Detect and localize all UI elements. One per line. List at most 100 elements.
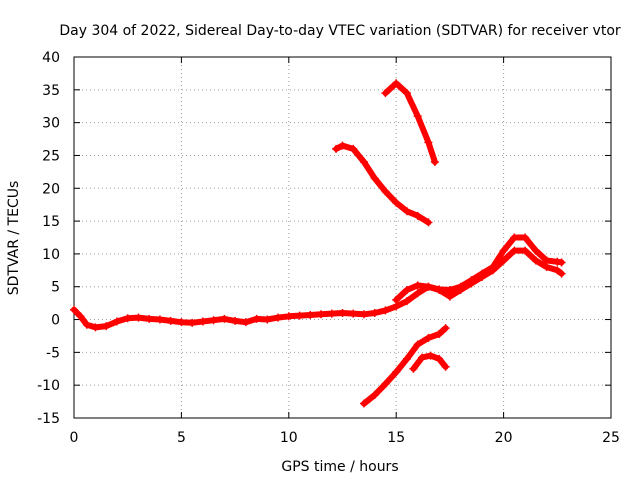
y-tick-label: -10 bbox=[37, 378, 60, 394]
y-tick-labels: -15 -10 -5 0 5 10 15 20 25 30 35 40 bbox=[37, 50, 60, 427]
y-tick-label: 40 bbox=[42, 50, 60, 66]
data-point bbox=[521, 233, 530, 242]
data-point bbox=[123, 314, 132, 323]
data-point bbox=[359, 158, 368, 167]
series-dip-long bbox=[361, 325, 449, 407]
data-point bbox=[426, 351, 435, 360]
data-point bbox=[263, 315, 272, 324]
x-tick-label: 0 bbox=[70, 430, 79, 446]
x-tick-label: 20 bbox=[495, 430, 513, 446]
x-tick-label: 15 bbox=[387, 430, 405, 446]
series-arc-upper bbox=[382, 80, 438, 165]
plot-frame bbox=[73, 56, 612, 419]
data-point bbox=[338, 141, 347, 150]
data-point bbox=[209, 316, 218, 325]
data-point bbox=[392, 79, 401, 88]
x-tick-label: 25 bbox=[602, 430, 620, 446]
data-point bbox=[402, 297, 411, 306]
y-tick-label: 30 bbox=[42, 116, 60, 132]
data-point bbox=[306, 310, 315, 319]
y-tick-label: 15 bbox=[42, 214, 60, 230]
data-point bbox=[177, 318, 186, 327]
data-point bbox=[155, 315, 164, 324]
data-point bbox=[392, 295, 401, 304]
data-point bbox=[392, 368, 401, 377]
grid bbox=[74, 57, 611, 418]
data-point bbox=[402, 354, 411, 363]
data-point bbox=[349, 309, 358, 318]
data-point bbox=[349, 144, 358, 153]
y-tick-label: 0 bbox=[51, 313, 60, 329]
data-point bbox=[381, 379, 390, 388]
x-tick-label: 5 bbox=[177, 430, 186, 446]
data-point bbox=[467, 276, 476, 285]
data-point bbox=[413, 211, 422, 220]
data-point bbox=[327, 309, 336, 318]
data-point bbox=[70, 305, 78, 314]
x-tick-label: 10 bbox=[280, 430, 298, 446]
data-point bbox=[82, 320, 91, 329]
data-point bbox=[441, 324, 450, 333]
data-point bbox=[424, 138, 433, 147]
data-point bbox=[478, 269, 487, 278]
data-point bbox=[392, 198, 401, 207]
data-point bbox=[553, 266, 562, 275]
y-tick-label: 25 bbox=[42, 148, 60, 164]
data-point bbox=[102, 322, 111, 331]
data-point bbox=[413, 340, 422, 349]
y-tick-label: 5 bbox=[51, 280, 60, 296]
data-point bbox=[499, 246, 508, 255]
data-point bbox=[510, 246, 519, 255]
data-point bbox=[510, 233, 519, 242]
data-point bbox=[252, 314, 261, 323]
data-point bbox=[413, 281, 422, 290]
data-point bbox=[274, 313, 283, 322]
data-point bbox=[430, 158, 439, 167]
data-point bbox=[332, 144, 341, 153]
data-point bbox=[295, 311, 304, 320]
data-point bbox=[284, 312, 293, 321]
data-point bbox=[435, 285, 444, 294]
data-point bbox=[542, 256, 551, 265]
axis-ticks bbox=[73, 56, 612, 419]
data-point bbox=[231, 316, 240, 325]
data-point bbox=[338, 308, 347, 317]
data-point bbox=[424, 218, 433, 227]
data-point bbox=[145, 314, 154, 323]
data-point bbox=[359, 399, 368, 408]
data-series bbox=[70, 79, 566, 408]
data-point bbox=[402, 89, 411, 98]
data-point bbox=[91, 323, 100, 332]
data-point bbox=[531, 256, 540, 265]
data-point bbox=[370, 308, 379, 317]
data-point bbox=[166, 316, 175, 325]
data-point bbox=[557, 258, 566, 267]
data-point bbox=[424, 333, 433, 342]
data-point bbox=[435, 329, 444, 338]
data-point bbox=[413, 289, 422, 298]
data-point bbox=[521, 246, 530, 255]
data-point bbox=[188, 318, 197, 327]
series-arc-middle bbox=[333, 142, 432, 226]
data-point bbox=[435, 354, 444, 363]
y-tick-label: 35 bbox=[42, 83, 60, 99]
data-point bbox=[499, 256, 508, 265]
y-tick-label: -15 bbox=[37, 411, 60, 427]
data-point bbox=[488, 263, 497, 272]
x-tick-labels: 0 5 10 15 20 25 bbox=[70, 430, 620, 446]
data-point bbox=[402, 286, 411, 295]
y-tick-label: -5 bbox=[46, 345, 60, 361]
data-point bbox=[112, 317, 121, 326]
data-point bbox=[445, 286, 454, 295]
data-point bbox=[76, 312, 85, 321]
data-point bbox=[370, 391, 379, 400]
data-point bbox=[381, 306, 390, 315]
y-tick-label: 10 bbox=[42, 247, 60, 263]
chart-title: Day 304 of 2022, Sidereal Day-to-day VTE… bbox=[59, 23, 621, 39]
data-point bbox=[417, 353, 426, 362]
data-point bbox=[557, 269, 566, 278]
data-point bbox=[370, 174, 379, 183]
data-point bbox=[198, 317, 207, 326]
data-point bbox=[359, 310, 368, 319]
